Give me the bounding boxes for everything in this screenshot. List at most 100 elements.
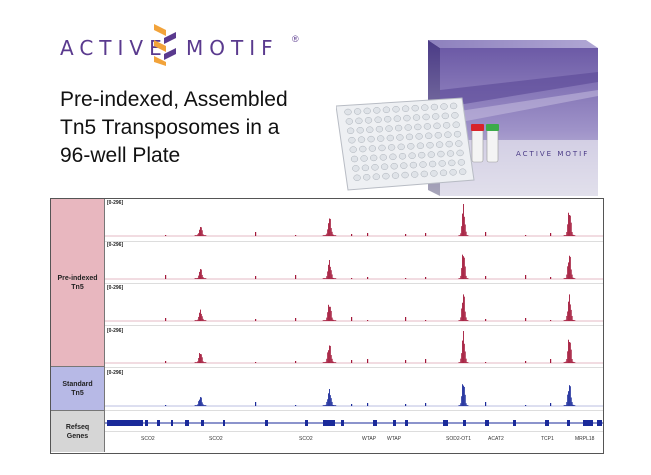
coverage-noise-bar [367, 233, 369, 236]
plate-well [452, 121, 460, 128]
coverage-bar [326, 233, 328, 236]
coverage-bar [325, 234, 327, 236]
coverage-noise-bar [550, 403, 552, 406]
coverage-bar [329, 266, 331, 279]
coverage-bar [571, 402, 573, 406]
coverage-bar [465, 275, 467, 279]
coverage-bar [325, 278, 327, 279]
coverage-bar [325, 361, 327, 363]
coverage-bar [200, 397, 201, 406]
coverage-bar [197, 361, 199, 363]
coverage-bar [460, 403, 462, 406]
plate-well [389, 153, 397, 161]
coverage-noise-bar [165, 318, 167, 321]
coverage-bar [467, 320, 469, 321]
gene-label-6: SOD2-OT1 [446, 436, 472, 442]
coverage-bar [572, 404, 574, 406]
coverage-bar [203, 235, 205, 236]
plate-well [379, 154, 387, 161]
coverage-noise-bar [485, 402, 487, 406]
gene-exon [107, 420, 143, 426]
coverage-bar [458, 405, 460, 406]
plate-well [401, 105, 410, 112]
coverage-bar [331, 401, 333, 406]
plate-well [356, 127, 364, 134]
gene-label-4: WTAP [362, 436, 377, 442]
plate-well [411, 171, 419, 178]
plate-well [348, 136, 356, 144]
gene-label-7: ACAT2 [488, 436, 504, 442]
gene-exon [223, 420, 225, 426]
coverage-bar [464, 266, 466, 279]
coverage-noise-bar [405, 404, 407, 406]
coverage-bar [568, 391, 569, 406]
coverage-bar [466, 362, 468, 363]
coverage-bar [195, 278, 197, 279]
plate-well [392, 106, 400, 113]
gene-exon [545, 420, 549, 426]
coverage-bar [465, 403, 467, 406]
coverage-bar [573, 278, 575, 279]
plate-well [449, 169, 457, 176]
plate-well [428, 160, 437, 168]
coverage-bar [200, 269, 201, 279]
plate-well [456, 149, 464, 157]
coverage-bar [331, 231, 333, 236]
coverage-bar [572, 361, 574, 363]
plate-well [435, 141, 444, 148]
coverage-noise-bar [405, 234, 407, 236]
gene-exon [443, 420, 448, 426]
gene-label-8: TCP1 [541, 436, 554, 442]
coverage-noise-bar [165, 361, 167, 363]
track-range-4: [0-296] [107, 328, 124, 334]
plate-well [397, 143, 405, 151]
gene-exon [145, 420, 148, 426]
coverage-bar [326, 358, 328, 363]
plate-well [408, 152, 416, 159]
coverage-bar [462, 254, 463, 279]
coverage-bar [199, 353, 200, 363]
coverage-bar [569, 342, 571, 363]
plate-well [366, 126, 374, 133]
headline-line-2: Tn5 Transposomes in a [60, 116, 280, 139]
plate-well [353, 108, 362, 115]
coverage-bar [459, 405, 461, 406]
gene-exon [583, 420, 593, 426]
coverage-noise-bar [550, 233, 552, 236]
coverage-bar [323, 320, 325, 321]
coverage-bar [329, 345, 330, 363]
plate-well [396, 134, 404, 141]
plate-well [446, 150, 455, 157]
plate-well [391, 172, 400, 179]
coverage-bar [572, 319, 574, 321]
coverage-bar [566, 315, 568, 321]
coverage-bar [324, 235, 326, 236]
plate-well [401, 171, 409, 179]
plate-well [368, 145, 377, 152]
coverage-bar [324, 362, 326, 363]
coverage-bar [571, 315, 573, 321]
coverage-bar [563, 235, 565, 236]
coverage-bar [464, 224, 466, 236]
coverage-bar [563, 362, 565, 363]
coverage-bar [464, 311, 466, 321]
coverage-bar [195, 405, 197, 406]
coverage-bar [458, 235, 460, 236]
coverage-noise-bar [550, 277, 552, 279]
coverage-bar [198, 275, 200, 279]
coverage-bar [333, 405, 335, 406]
coverage-bar [324, 405, 326, 406]
coverage-bar [571, 359, 573, 363]
plate-well [438, 160, 446, 167]
plate-well [398, 153, 407, 160]
coverage-bar [324, 320, 326, 321]
coverage-bar [564, 320, 566, 321]
coverage-bar [463, 294, 464, 321]
plate-well [448, 159, 456, 167]
track-range-1: [0-296] [107, 200, 124, 206]
coverage-bar [466, 405, 468, 406]
coverage-bar [198, 401, 200, 406]
coverage-noise-bar [165, 275, 167, 279]
coverage-bar [569, 386, 571, 406]
coverage-bar [196, 362, 198, 363]
